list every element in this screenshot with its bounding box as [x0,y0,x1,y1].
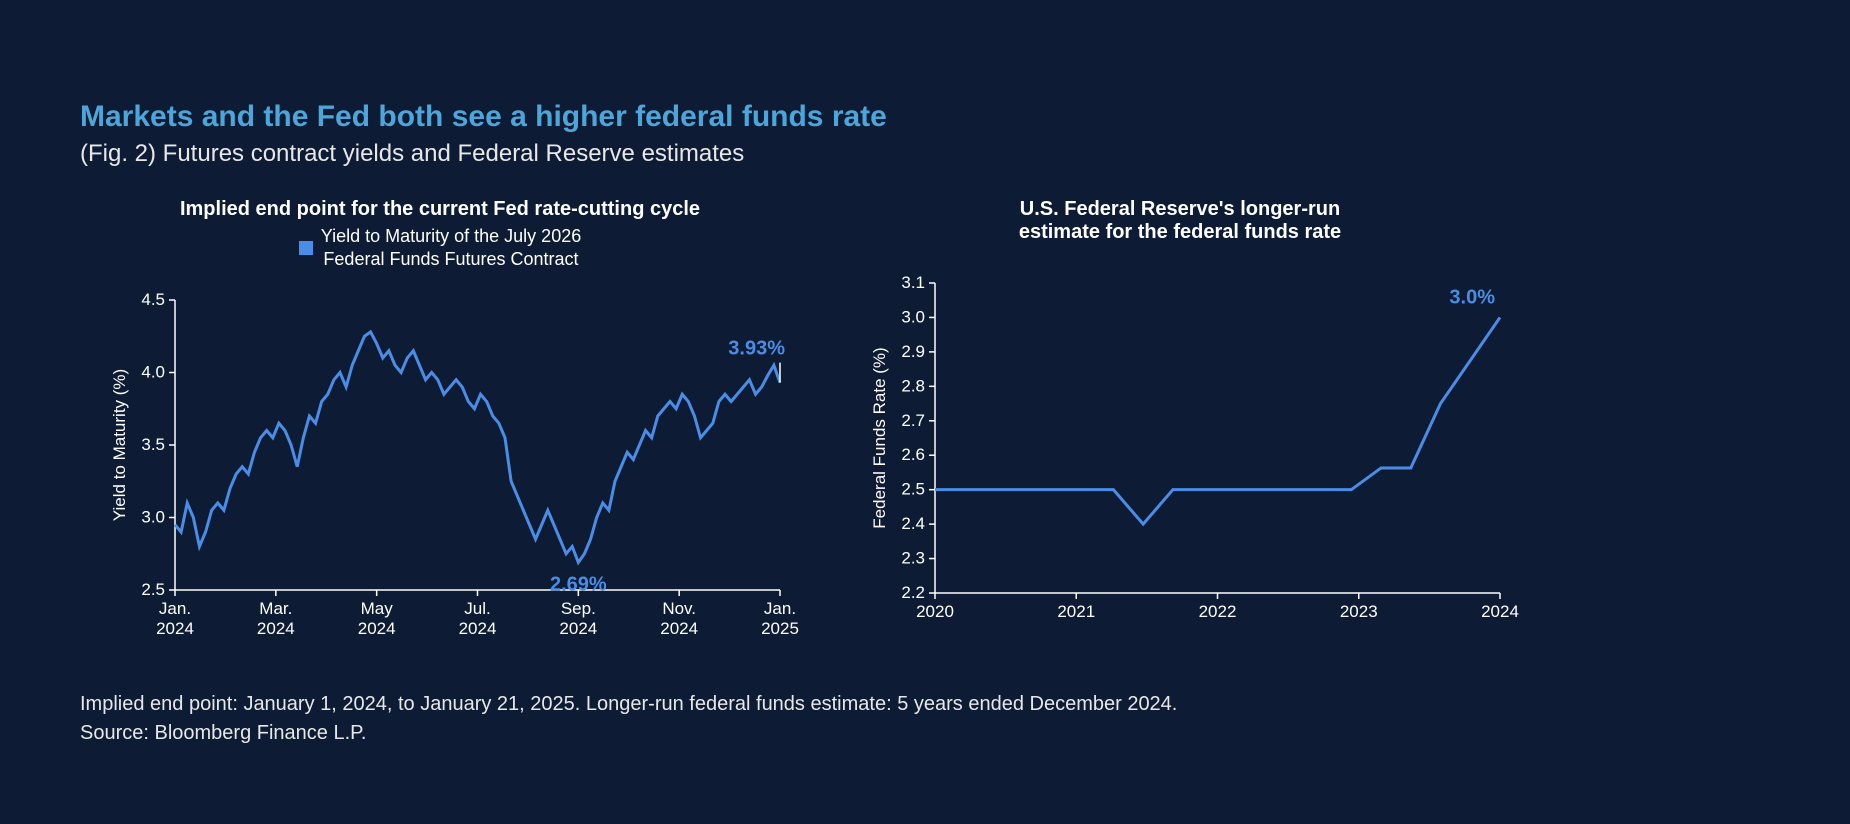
svg-text:3.5: 3.5 [141,435,165,454]
svg-text:2.2: 2.2 [901,583,925,602]
svg-text:Mar.: Mar. [259,599,292,618]
left-legend-text: Yield to Maturity of the July 2026Federa… [321,225,581,272]
svg-text:Jan.: Jan. [159,599,191,618]
right-chart-container: U.S. Federal Reserve's longer-runestimat… [840,198,1520,660]
svg-text:2.5: 2.5 [901,480,925,499]
svg-text:2024: 2024 [660,619,698,638]
legend-swatch-icon [299,241,313,255]
svg-text:Yield to Maturity (%): Yield to Maturity (%) [110,369,129,521]
main-title: Markets and the Fed both see a higher fe… [80,100,1770,134]
svg-text:2024: 2024 [257,619,295,638]
svg-text:2.5: 2.5 [141,580,165,599]
svg-text:Nov.: Nov. [662,599,696,618]
svg-text:2.8: 2.8 [901,376,925,395]
svg-text:2023: 2023 [1340,602,1378,621]
svg-text:2.9: 2.9 [901,342,925,361]
svg-text:2022: 2022 [1199,602,1237,621]
svg-text:2024: 2024 [156,619,194,638]
left-chart-container: Implied end point for the current Fed ra… [80,198,800,660]
svg-text:4.5: 4.5 [141,290,165,309]
footer-line-1: Implied end point: January 1, 2024, to J… [80,690,1770,719]
svg-text:2025: 2025 [761,619,799,638]
svg-text:3.0%: 3.0% [1449,286,1495,308]
svg-text:May: May [361,599,394,618]
svg-text:Jul.: Jul. [464,599,490,618]
svg-text:2020: 2020 [916,602,954,621]
svg-text:2024: 2024 [1481,602,1519,621]
svg-text:3.0: 3.0 [901,307,925,326]
svg-text:Jan.: Jan. [764,599,796,618]
svg-text:2.6: 2.6 [901,445,925,464]
svg-text:3.93%: 3.93% [728,337,785,359]
charts-row: Implied end point for the current Fed ra… [80,198,1770,660]
footer-line-2: Source: Bloomberg Finance L.P. [80,719,1770,748]
svg-text:2.7: 2.7 [901,411,925,430]
left-chart-svg: 2.53.03.54.04.5Jan.2024Mar.2024May2024Ju… [80,280,800,660]
footer: Implied end point: January 1, 2024, to J… [80,690,1770,748]
svg-text:4.0: 4.0 [141,362,165,381]
svg-text:2.4: 2.4 [901,514,925,533]
right-chart-svg: 2.2 2.3 2.4 2.5 2.6 2.7 2.8 2.9 3.0 3.1 2020 2021 20… [840,248,1520,643]
svg-text:2024: 2024 [358,619,396,638]
svg-text:Sep.: Sep. [561,599,596,618]
svg-text:Federal Funds Rate (%): Federal Funds Rate (%) [870,347,889,528]
svg-text:2.3: 2.3 [901,549,925,568]
svg-text:2024: 2024 [559,619,597,638]
right-chart-title: U.S. Federal Reserve's longer-runestimat… [1019,198,1341,244]
svg-text:2.69%: 2.69% [550,573,607,595]
subtitle: (Fig. 2) Futures contract yields and Fed… [80,140,1770,168]
left-chart-title: Implied end point for the current Fed ra… [180,198,700,221]
svg-text:2024: 2024 [459,619,497,638]
svg-text:2021: 2021 [1057,602,1095,621]
left-chart-legend: Yield to Maturity of the July 2026Federa… [299,225,581,272]
svg-text:3.1: 3.1 [901,273,925,292]
svg-text:3.0: 3.0 [141,507,165,526]
